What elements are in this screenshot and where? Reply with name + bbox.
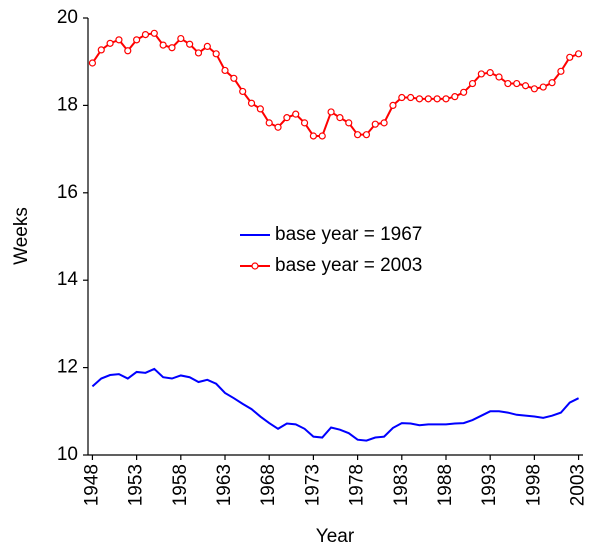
x-tick-label: 1963: [214, 464, 235, 506]
y-tick-label: 16: [57, 182, 78, 203]
legend-label: base year = 2003: [275, 255, 422, 276]
x-tick-label: 1973: [302, 464, 323, 506]
y-tick-label: 14: [57, 269, 79, 290]
point: [477, 70, 485, 78]
point: [186, 40, 194, 48]
point: [124, 47, 132, 55]
point: [283, 114, 291, 122]
point: [415, 95, 424, 103]
point: [486, 69, 494, 77]
point: [247, 99, 256, 107]
point: [203, 42, 211, 51]
point: [265, 119, 273, 127]
point: [177, 34, 185, 43]
point: [239, 87, 247, 96]
point: [133, 36, 141, 44]
point: [468, 79, 477, 88]
y-tick-label: 10: [57, 444, 78, 465]
point: [88, 59, 97, 67]
point: [566, 53, 574, 61]
point: [539, 83, 547, 91]
point: [318, 132, 326, 140]
x-axis-label: Year: [316, 526, 355, 547]
y-tick-label: 18: [57, 94, 78, 115]
point: [212, 50, 220, 58]
point: [521, 82, 530, 90]
point: [380, 119, 388, 127]
x-tick-label: 1998: [523, 464, 544, 506]
x-tick-label: 2003: [568, 464, 589, 506]
point: [115, 36, 123, 44]
point: [274, 123, 282, 131]
point: [327, 108, 335, 116]
point: [292, 110, 300, 118]
point: [221, 66, 229, 75]
point: [530, 85, 538, 93]
point: [230, 74, 238, 82]
point: [256, 105, 264, 113]
y-tick-label: 12: [57, 357, 78, 378]
point: [362, 131, 371, 139]
series-line: [91, 367, 580, 442]
point: [97, 46, 105, 54]
point: [141, 31, 150, 39]
point: [557, 67, 565, 75]
y-axis-label: Weeks: [11, 207, 32, 265]
point: [106, 39, 114, 47]
point: [353, 131, 362, 139]
point: [451, 93, 459, 101]
point: [442, 95, 450, 103]
x-tick-label: 1953: [126, 464, 147, 506]
x-tick-label: 1993: [479, 464, 500, 506]
point: [504, 79, 512, 88]
point: [168, 44, 176, 52]
point: [548, 79, 556, 87]
point: [495, 73, 503, 81]
point: [424, 95, 432, 103]
point: [345, 119, 353, 127]
legend-label: base year = 1967: [275, 224, 422, 245]
point: [574, 50, 583, 58]
point: [300, 119, 309, 127]
point: [150, 29, 158, 37]
point: [407, 93, 415, 102]
point: [159, 41, 167, 49]
legend-marker: [251, 262, 259, 270]
point: [389, 101, 397, 110]
point: [460, 88, 468, 96]
point: [513, 79, 521, 88]
point: [371, 120, 379, 128]
x-tick-label: 1978: [347, 464, 368, 506]
x-tick-label: 1958: [170, 464, 191, 506]
x-tick-label: 1983: [391, 464, 412, 506]
point: [336, 114, 344, 122]
y-tick-label: 20: [57, 7, 78, 28]
x-tick-label: 1968: [258, 464, 279, 506]
x-tick-label: 1948: [81, 464, 102, 506]
point: [398, 93, 406, 102]
x-tick-label: 1988: [435, 464, 456, 506]
point: [194, 49, 203, 57]
point: [433, 95, 441, 103]
point: [309, 132, 318, 140]
